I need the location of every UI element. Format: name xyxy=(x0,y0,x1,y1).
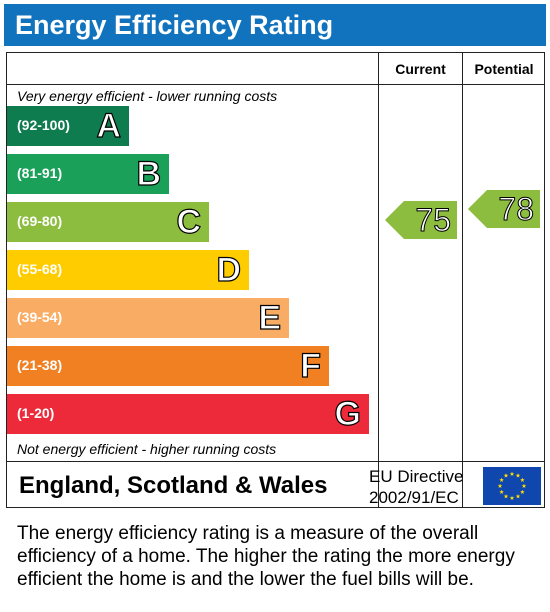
band-g: (1-20) G xyxy=(7,394,369,434)
band-range: (55-68) xyxy=(17,261,63,277)
band-letter: A xyxy=(96,106,122,145)
potential-column-header: Potential xyxy=(474,61,534,77)
header-divider xyxy=(7,84,544,85)
bottom-note: Not energy efficient - higher running co… xyxy=(17,441,277,457)
band-d: (55-68) D xyxy=(7,250,249,290)
band-a: (92-100) A xyxy=(7,106,129,146)
eu-flag-icon xyxy=(483,467,541,505)
band-range: (39-54) xyxy=(17,309,63,325)
current-rating-arrow: 75 xyxy=(385,201,457,239)
potential-rating-value: 78 xyxy=(498,191,535,228)
band-b: (81-91) B xyxy=(7,154,169,194)
flag-star xyxy=(515,473,521,478)
flag-star xyxy=(509,471,515,476)
flag-star xyxy=(515,493,521,499)
band-range: (1-20) xyxy=(17,405,55,421)
band-letter: C xyxy=(176,202,202,241)
band-f: (21-38) F xyxy=(7,346,329,386)
current-arrow-shape xyxy=(385,201,457,239)
directive-line-2: 2002/91/EC xyxy=(369,488,459,507)
band-e: (39-54) E xyxy=(7,298,289,338)
band-letter: B xyxy=(136,154,162,193)
flag-star xyxy=(520,489,525,494)
flag-star xyxy=(509,495,515,500)
country-label: England, Scotland & Wales xyxy=(19,472,328,499)
band-letter: E xyxy=(258,298,282,337)
description-text: The energy efficiency rating is a measur… xyxy=(17,523,515,590)
flag-star xyxy=(503,493,509,499)
current-rating-value: 75 xyxy=(415,202,452,239)
rating-chart: Current Potential Very energy efficient … xyxy=(6,52,545,508)
flag-star xyxy=(520,477,525,482)
top-note: Very energy efficient - lower running co… xyxy=(17,88,278,104)
potential-column-divider xyxy=(462,53,463,507)
flag-star xyxy=(497,483,503,488)
potential-arrow-shape xyxy=(468,190,540,228)
band-range: (92-100) xyxy=(17,117,70,133)
band-letter: F xyxy=(300,346,322,385)
flag-star xyxy=(521,483,527,488)
band-c: (69-80) C xyxy=(7,202,209,242)
directive-line-1: EU Directive xyxy=(369,467,464,486)
page-title: Energy Efficiency Rating xyxy=(15,10,334,40)
eu-directive: EU Directive 2002/91/EC xyxy=(369,466,463,508)
title-bar: Energy Efficiency Rating xyxy=(4,4,546,46)
flag-star xyxy=(499,489,504,494)
potential-rating-arrow: 78 xyxy=(468,190,540,228)
band-range: (21-38) xyxy=(17,357,63,373)
band-range: (69-80) xyxy=(17,213,63,229)
flag-star xyxy=(499,477,504,482)
band-letter: G xyxy=(334,394,362,433)
footer-divider xyxy=(7,461,544,462)
band-range: (81-91) xyxy=(17,165,63,181)
flag-star xyxy=(503,473,509,478)
current-column-divider xyxy=(378,53,379,507)
current-column-header: Current xyxy=(395,61,446,77)
band-letter: D xyxy=(216,250,242,289)
